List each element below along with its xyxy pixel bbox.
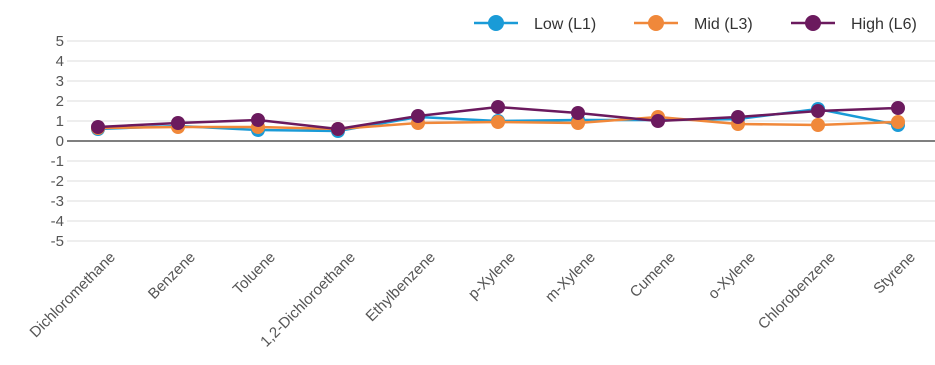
x-tick-label: p-Xylene <box>465 249 519 303</box>
y-tick-label: -3 <box>51 193 64 210</box>
x-tick-label: Toluene <box>230 249 279 298</box>
x-tick-label: Chlorobenzene <box>755 249 839 333</box>
x-axis: Dichloromethane Benzene Toluene1,2-Dichlor… <box>27 249 919 351</box>
y-tick-label: -2 <box>51 173 64 190</box>
data-point <box>891 101 905 115</box>
data-point <box>571 106 585 120</box>
legend-item: High (L6) <box>791 15 917 33</box>
legend-item: Low (L1) <box>474 15 596 33</box>
data-point <box>651 114 665 128</box>
x-tick-label: Ethylbenzene <box>363 249 439 325</box>
data-point <box>91 120 105 134</box>
data-point <box>331 122 345 136</box>
legend: Low (L1) Mid (L3) High (L6) <box>474 15 917 33</box>
data-point <box>491 100 505 114</box>
legend-label: Mid (L3) <box>694 16 753 33</box>
data-point <box>811 118 825 132</box>
legend-label: Low (L1) <box>534 16 596 33</box>
y-tick-label: 3 <box>56 73 64 90</box>
y-axis: 5 4 3 2 1 0 -1 -2 -3 -4 -5 <box>51 33 64 250</box>
y-tick-label: 1 <box>56 113 64 130</box>
x-tick-label: m-Xylene <box>542 249 599 306</box>
legend-marker <box>805 15 821 31</box>
data-point <box>491 115 505 129</box>
data-point <box>251 113 265 127</box>
y-tick-label: 2 <box>56 93 64 110</box>
series-3 <box>91 100 905 136</box>
y-tick-label: -4 <box>51 213 64 230</box>
y-tick-label: 4 <box>56 53 64 70</box>
y-tick-label: 5 <box>56 33 64 50</box>
x-tick-label: o-Xylene <box>705 249 759 303</box>
legend-item: Mid (L3) <box>634 15 753 33</box>
legend-marker <box>648 15 664 31</box>
y-tick-label: 0 <box>56 133 64 150</box>
data-point <box>891 115 905 129</box>
data-point <box>571 116 585 130</box>
series-layer <box>91 100 905 138</box>
data-point <box>411 109 425 123</box>
data-point <box>811 104 825 118</box>
data-point <box>731 110 745 124</box>
x-tick-label: Styrene <box>870 249 919 298</box>
legend-label: High (L6) <box>851 16 917 33</box>
data-point <box>171 116 185 130</box>
x-tick-label: Cumene <box>627 249 679 301</box>
grid <box>67 40 935 242</box>
y-tick-label: -5 <box>51 233 64 250</box>
y-tick-label: -1 <box>51 153 64 170</box>
x-tick-label: Benzene <box>145 249 199 303</box>
legend-marker <box>488 15 504 31</box>
x-tick-label: Dichloromethane <box>27 249 119 341</box>
